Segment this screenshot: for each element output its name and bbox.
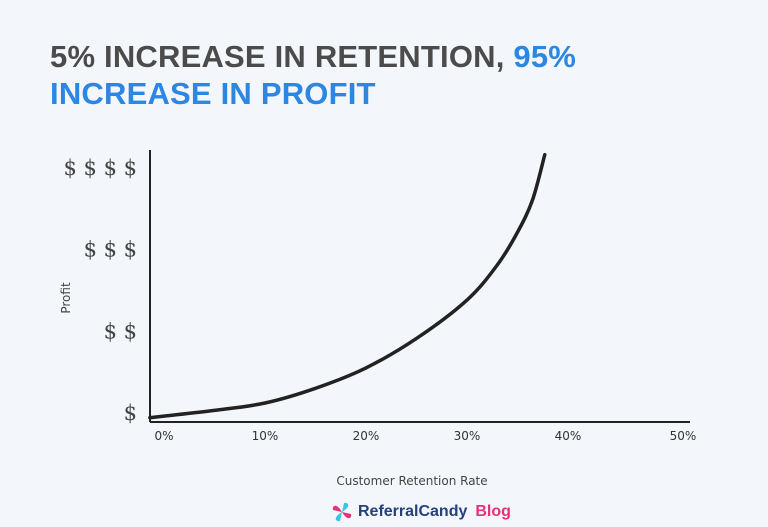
brand-suffix: Blog: [475, 503, 511, 520]
x-tick-label: 0%: [154, 429, 173, 443]
y-axis-label: Profit: [59, 282, 73, 314]
x-tick-label: 50%: [670, 429, 697, 443]
y-tick-label: $ $ $ $: [64, 156, 137, 180]
x-tick-label: 10%: [252, 429, 279, 443]
x-axis-label: Customer Retention Rate: [336, 474, 487, 488]
x-tick-label: 30%: [454, 429, 481, 443]
x-tick-label: 20%: [353, 429, 380, 443]
title-part-dark: 5% INCREASE IN RETENTION,: [50, 39, 514, 74]
y-tick-label: $ $: [104, 319, 137, 343]
y-tick-label: $ $ $: [84, 238, 137, 262]
candy-logo-icon: [332, 502, 352, 522]
brand-logo: ReferralCandy Blog: [330, 500, 511, 524]
y-tick-label: $: [124, 401, 137, 425]
chart-title: 5% INCREASE IN RETENTION, 95% INCREASE I…: [50, 38, 576, 112]
brand-name: ReferralCandy: [358, 503, 468, 520]
x-tick-label: 40%: [555, 429, 582, 443]
title-part-accent: 95%: [513, 39, 577, 74]
profit-curve: [148, 152, 547, 420]
title-line-2: INCREASE IN PROFIT: [50, 76, 376, 111]
